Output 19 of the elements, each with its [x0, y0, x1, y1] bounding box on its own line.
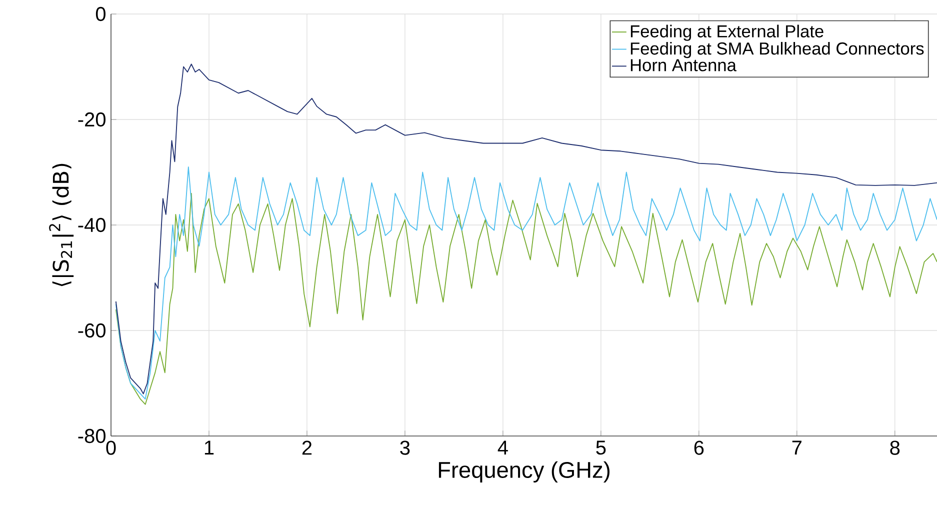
legend-label: Horn Antenna: [630, 59, 736, 72]
x-tick-label: 7: [792, 440, 802, 454]
y-tick-label: -80: [78, 428, 106, 444]
legend-label: Feeding at External Plate: [630, 24, 824, 41]
x-tick-label: 2: [302, 440, 312, 455]
x-tick-label: 3: [400, 440, 410, 455]
x-axis-title: Frequency (GHz): [438, 461, 610, 482]
x-tick-label: 4: [498, 440, 508, 454]
x-tick-label: 5: [596, 440, 606, 455]
x-tick-label: 6: [694, 440, 704, 455]
x-tick-label: 8: [890, 440, 900, 455]
y-tick-label: -60: [78, 323, 106, 338]
legend-label: Feeding at SMA Bulkhead Connectors: [630, 42, 924, 58]
y-tick-label: 0: [96, 6, 106, 22]
x-tick-label: 0: [106, 440, 116, 455]
y-axis-title: ⟨|S$_{21}$|$^{2}$⟩ (dB): [49, 164, 74, 286]
y-tick-label: -40: [78, 218, 106, 232]
x-tick-label: 1: [204, 440, 214, 454]
y-tick-label: -20: [78, 112, 106, 127]
